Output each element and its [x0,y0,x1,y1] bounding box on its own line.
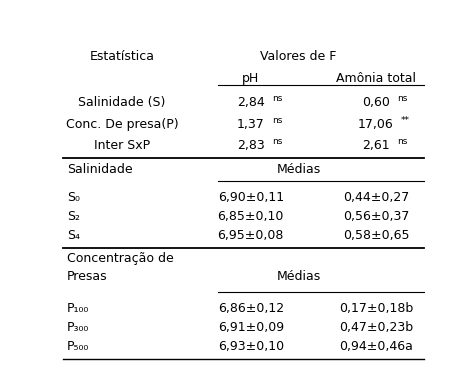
Text: S₀: S₀ [66,191,80,204]
Text: S₂: S₂ [66,210,80,223]
Text: 2,83: 2,83 [237,139,265,152]
Text: P₁₀₀: P₁₀₀ [66,302,89,315]
Text: 6,90±0,11: 6,90±0,11 [218,191,284,204]
Text: pH: pH [242,72,259,85]
Text: 2,61: 2,61 [362,139,390,152]
Text: P₅₀₀: P₅₀₀ [66,340,89,353]
Text: Concentração de: Concentração de [66,252,173,265]
Text: ns: ns [272,116,283,125]
Text: 6,85±0,10: 6,85±0,10 [218,210,284,223]
Text: Salinidade: Salinidade [66,163,133,176]
Text: Amônia total: Amônia total [336,72,416,85]
Text: 6,86±0,12: 6,86±0,12 [218,302,284,315]
Text: P₃₀₀: P₃₀₀ [66,321,89,334]
Text: Salinidade (S): Salinidade (S) [78,96,166,109]
Text: 6,93±0,10: 6,93±0,10 [218,340,284,353]
Text: 6,95±0,08: 6,95±0,08 [218,229,284,242]
Text: **: ** [400,116,409,125]
Text: Conc. De presa(P): Conc. De presa(P) [66,118,178,131]
Text: S₄: S₄ [66,229,80,242]
Text: 0,58±0,65: 0,58±0,65 [342,229,409,242]
Text: ns: ns [397,137,408,146]
Text: ns: ns [272,94,283,103]
Text: Valores de F: Valores de F [260,50,337,63]
Text: 1,37: 1,37 [237,118,265,131]
Text: ns: ns [272,137,283,146]
Text: Estatística: Estatística [89,50,154,63]
Text: 0,47±0,23b: 0,47±0,23b [339,321,413,334]
Text: 6,91±0,09: 6,91±0,09 [218,321,284,334]
Text: Presas: Presas [66,270,107,283]
Text: Inter SxP: Inter SxP [94,139,150,152]
Text: 0,56±0,37: 0,56±0,37 [343,210,409,223]
Text: Médias: Médias [276,270,321,283]
Text: 0,17±0,18b: 0,17±0,18b [339,302,413,315]
Text: ns: ns [397,94,408,103]
Text: 17,06: 17,06 [358,118,394,131]
Text: 2,84: 2,84 [237,96,265,109]
Text: 0,94±0,46a: 0,94±0,46a [339,340,413,353]
Text: 0,60: 0,60 [362,96,390,109]
Text: Médias: Médias [276,163,321,176]
Text: 0,44±0,27: 0,44±0,27 [343,191,409,204]
